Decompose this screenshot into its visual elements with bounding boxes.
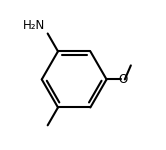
Text: H₂N: H₂N	[23, 19, 45, 32]
Text: O: O	[118, 73, 127, 86]
